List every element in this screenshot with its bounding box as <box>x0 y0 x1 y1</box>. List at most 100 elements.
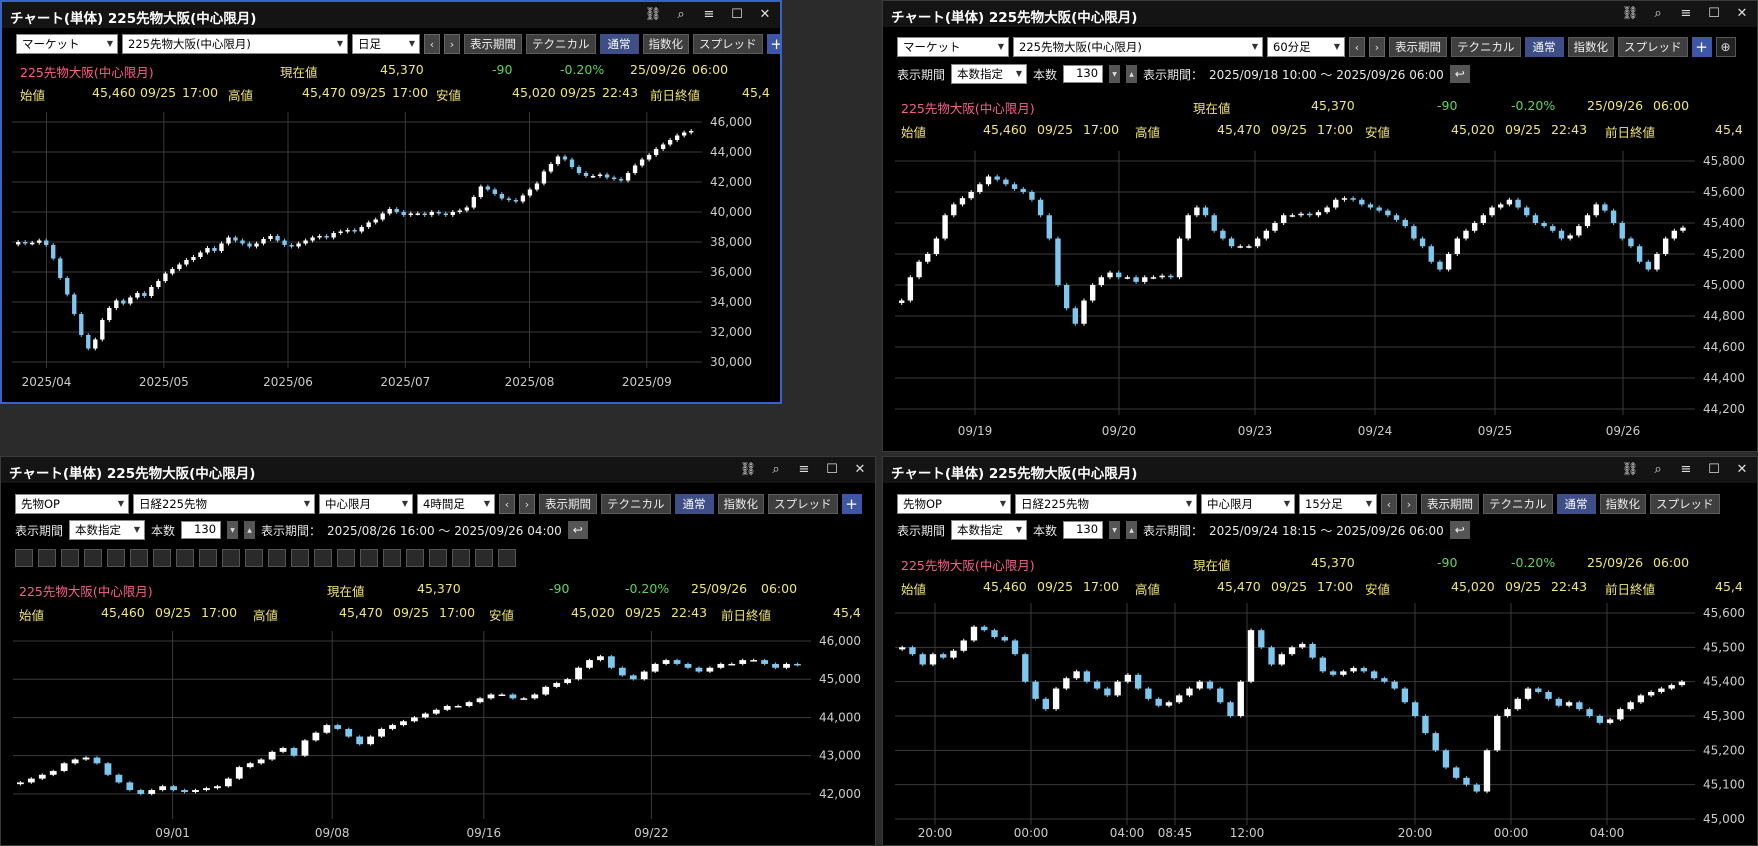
hline-tool-icon[interactable] <box>61 549 79 567</box>
line-tool-icon[interactable] <box>268 549 286 567</box>
fan-tool-icon[interactable] <box>130 549 148 567</box>
link-icon[interactable]: ⛓ <box>1621 5 1639 21</box>
chart-panel-hourly[interactable]: チャート(単体) 225先物大阪(中心限月) ⛓ ⌕ ≡ ☐ ✕ マーケット ▼ … <box>882 0 1758 452</box>
mode-normal-button[interactable]: 通常 <box>1556 494 1596 514</box>
maximize-icon[interactable]: ☐ <box>1708 5 1720 21</box>
maximize-icon[interactable]: ☐ <box>1708 461 1720 477</box>
menu-icon[interactable]: ≡ <box>1680 5 1692 21</box>
price-chart[interactable]: 42,000 43,000 44,000 45,000 46,000 09/01 09/08… <box>1 627 875 845</box>
menu-icon[interactable]: ≡ <box>703 6 715 22</box>
prev-button[interactable]: ‹ <box>1349 37 1365 57</box>
maximize-icon[interactable]: ☐ <box>731 6 743 22</box>
technical-button[interactable]: テクニカル <box>601 494 671 514</box>
candlestick-chart-svg[interactable]: 30,000 32,000 34,000 36,000 38,000 40,000 42,0… <box>2 106 780 404</box>
zoom-icon[interactable]: ⊕ <box>1715 37 1736 57</box>
mode-index-button[interactable]: 指数化 <box>717 494 764 514</box>
prev-button[interactable]: ‹ <box>424 34 440 54</box>
reset-icon[interactable]: ↩ <box>1449 65 1470 83</box>
price-chart[interactable]: 30,000 32,000 34,000 36,000 38,000 40,000 42,0… <box>2 106 780 404</box>
instrument-select[interactable]: 225先物大阪(中心限月) ▼ <box>122 34 348 54</box>
period-button[interactable]: 表示期間 <box>1389 37 1447 57</box>
period-mode-select[interactable]: 本数指定 ▼ <box>69 520 146 540</box>
close-icon[interactable]: ✕ <box>1736 5 1748 21</box>
count-stepper-up[interactable]: ▲ <box>244 521 256 539</box>
hand-tool-icon[interactable] <box>383 549 401 567</box>
next-button[interactable]: › <box>1369 37 1385 57</box>
count-stepper[interactable]: ▼ <box>1109 521 1121 539</box>
ruler-tool-icon[interactable] <box>38 549 56 567</box>
instrument-select[interactable]: 225先物大阪(中心限月) ▼ <box>1013 37 1263 57</box>
mode-index-button[interactable]: 指数化 <box>1599 494 1646 514</box>
mode-spread-button[interactable]: スプレッド <box>693 34 763 54</box>
mode-normal-button[interactable]: 通常 <box>1524 37 1564 57</box>
interval-select[interactable]: 15分足 ▼ <box>1299 494 1377 514</box>
period-mode-select[interactable]: 本数指定 ▼ <box>951 520 1028 540</box>
mode-spread-button[interactable]: スプレッド <box>1650 494 1720 514</box>
count-stepper[interactable]: ▼ <box>227 521 239 539</box>
paste-tool-icon[interactable] <box>360 549 378 567</box>
search-icon[interactable]: ⌕ <box>677 6 685 22</box>
candlestick-chart-svg[interactable]: 44,200 44,400 44,600 44,800 45,000 45,200 45,4… <box>883 145 1757 451</box>
search-icon[interactable]: ⌕ <box>1654 461 1662 477</box>
add-button[interactable]: + <box>1691 37 1712 57</box>
period-button[interactable]: 表示期間 <box>1421 494 1479 514</box>
count-input[interactable]: 130 <box>1063 521 1104 539</box>
menu-icon[interactable]: ≡ <box>798 461 810 477</box>
period-button[interactable]: 表示期間 <box>539 494 597 514</box>
price-chart[interactable]: 44,200 44,400 44,600 44,800 45,000 45,200 45,4… <box>883 145 1757 451</box>
instrument-select[interactable]: 日経225先物 ▼ <box>1015 494 1197 514</box>
prev-button[interactable]: ‹ <box>1381 494 1397 514</box>
mode-spread-button[interactable]: スプレッド <box>768 494 838 514</box>
interval-select[interactable]: 60分足 ▼ <box>1267 37 1345 57</box>
menu-icon[interactable]: ≡ <box>1680 461 1692 477</box>
window-titlebar[interactable]: チャート(単体) 225先物大阪(中心限月) ⛓ ⌕ ≡ ☐ ✕ <box>883 1 1757 27</box>
chart-panel-15min[interactable]: チャート(単体) 225先物大阪(中心限月) ⛓ ⌕ ≡ ☐ ✕ 先物OP ▼ 日… <box>882 456 1758 846</box>
copy-tool-icon[interactable] <box>337 549 355 567</box>
candlestick-chart-svg[interactable]: 42,000 43,000 44,000 45,000 46,000 09/01 09/08… <box>1 627 875 845</box>
settings-tool-icon[interactable] <box>498 549 516 567</box>
interval-select[interactable]: 日足 ▼ <box>352 34 420 54</box>
market-select[interactable]: 先物OP ▼ <box>897 494 1011 514</box>
pentagon-tool-icon[interactable] <box>199 549 217 567</box>
count-input[interactable]: 130 <box>181 521 222 539</box>
erase-all-tool-icon[interactable] <box>429 549 447 567</box>
window-titlebar[interactable]: チャート(単体) 225先物大阪(中心限月) ⛓ ⌕ ≡ ☐ ✕ <box>2 2 780 28</box>
add-button[interactable]: + <box>766 34 780 54</box>
period-button[interactable]: 表示期間 <box>464 34 522 54</box>
circle-tool-icon[interactable] <box>222 549 240 567</box>
mode-index-button[interactable]: 指数化 <box>642 34 689 54</box>
contract-select[interactable]: 中心限月 ▼ <box>319 494 413 514</box>
close-icon[interactable]: ✕ <box>759 6 771 22</box>
price-chart[interactable]: 45,000 45,100 45,200 45,300 45,400 45,500 45,6… <box>883 601 1757 845</box>
next-button[interactable]: › <box>519 494 535 514</box>
prev-button[interactable]: ‹ <box>499 494 515 514</box>
mode-index-button[interactable]: 指数化 <box>1567 37 1614 57</box>
count-stepper[interactable]: ▼ <box>1109 65 1121 83</box>
add-button[interactable]: + <box>841 494 862 514</box>
contract-select[interactable]: 中心限月 ▼ <box>1201 494 1295 514</box>
arc-tool-icon[interactable] <box>107 549 125 567</box>
count-stepper-up[interactable]: ▲ <box>1126 521 1138 539</box>
market-select[interactable]: マーケット ▼ <box>897 37 1009 57</box>
mode-spread-button[interactable]: スプレッド <box>1618 37 1688 57</box>
vlines-tool-icon[interactable] <box>153 549 171 567</box>
channel-tool-icon[interactable] <box>176 549 194 567</box>
count-input[interactable]: 130 <box>1063 65 1104 83</box>
instrument-select[interactable]: 日経225先物 ▼ <box>133 494 315 514</box>
link-icon[interactable]: ⛓ <box>739 461 757 477</box>
text-tool-icon[interactable] <box>291 549 309 567</box>
interval-select[interactable]: 4時間足 ▼ <box>417 494 495 514</box>
chart-panel-daily[interactable]: チャート(単体) 225先物大阪(中心限月) ⛓ ⌕ ≡ ☐ ✕ マーケット ▼ … <box>0 0 782 404</box>
market-select[interactable]: 先物OP ▼ <box>15 494 129 514</box>
paint-tool-icon[interactable] <box>475 549 493 567</box>
technical-button[interactable]: テクニカル <box>1451 37 1521 57</box>
icon-tool-icon[interactable] <box>314 549 332 567</box>
period-mode-select[interactable]: 本数指定 ▼ <box>951 64 1028 84</box>
close-icon[interactable]: ✕ <box>1736 461 1748 477</box>
technical-button[interactable]: テクニカル <box>526 34 596 54</box>
fib-tool-icon[interactable] <box>84 549 102 567</box>
window-titlebar[interactable]: チャート(単体) 225先物大阪(中心限月) ⛓ ⌕ ≡ ☐ ✕ <box>883 457 1757 483</box>
next-button[interactable]: › <box>444 34 460 54</box>
search-icon[interactable]: ⌕ <box>1654 5 1662 21</box>
candlestick-chart-svg[interactable]: 45,000 45,100 45,200 45,300 45,400 45,500 45,6… <box>883 601 1757 845</box>
